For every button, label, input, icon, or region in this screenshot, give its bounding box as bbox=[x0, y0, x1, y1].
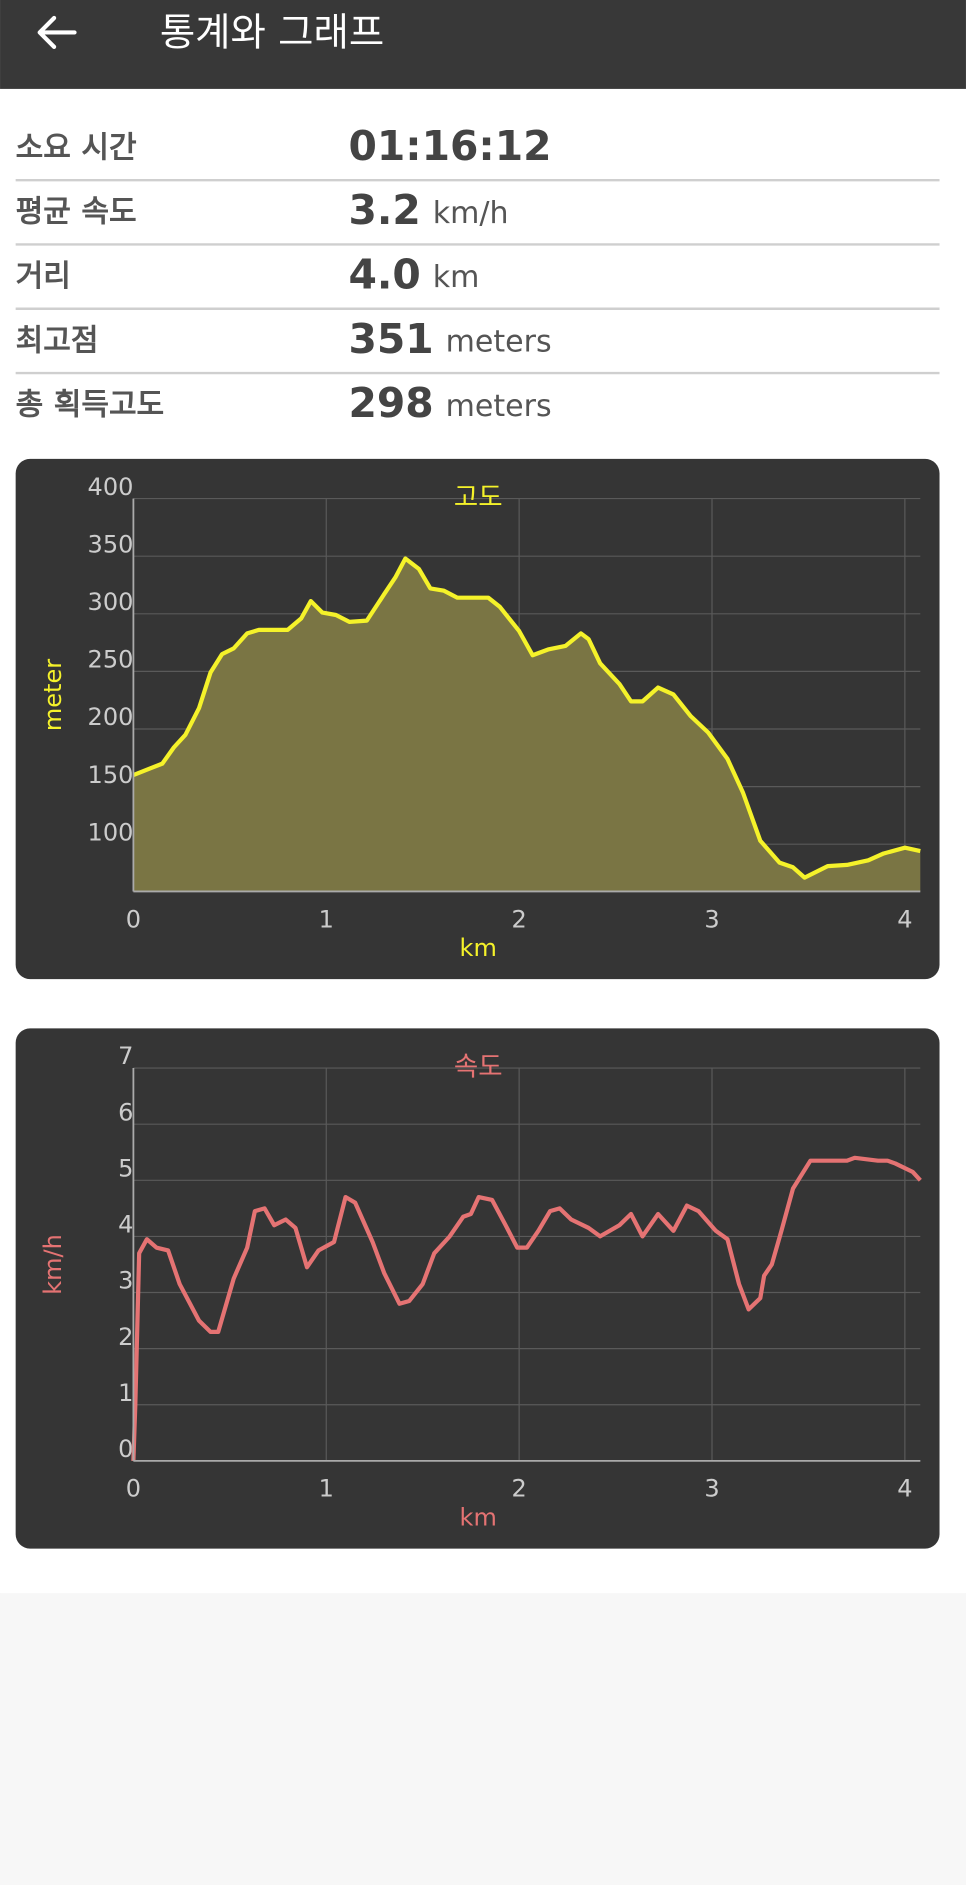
x-tick-label: 2 bbox=[511, 1475, 526, 1503]
y-axis-label: km/h bbox=[39, 1234, 67, 1295]
stat-label: 소요 시간 bbox=[16, 130, 137, 165]
back-button[interactable] bbox=[37, 15, 77, 49]
y-tick-label: 100 bbox=[88, 818, 134, 846]
app-title: 통계와 그래프 bbox=[160, 10, 384, 55]
y-tick-label: 6 bbox=[118, 1098, 133, 1126]
chart-panel bbox=[15, 1028, 940, 1549]
y-tick-label: 5 bbox=[118, 1154, 133, 1182]
stat-label: 최고점 bbox=[16, 323, 99, 358]
stat-label: 거리 bbox=[16, 259, 71, 294]
y-tick-label: 0 bbox=[118, 1435, 133, 1463]
stat-unit: km bbox=[433, 260, 480, 295]
x-axis-label: km bbox=[460, 1504, 497, 1532]
stat-value: 298 bbox=[348, 379, 433, 427]
y-tick-label: 400 bbox=[88, 473, 134, 501]
area-fill bbox=[133, 558, 921, 892]
y-tick-label: 200 bbox=[88, 703, 134, 731]
y-tick-label: 3 bbox=[118, 1267, 133, 1295]
x-tick-label: 3 bbox=[704, 1475, 719, 1503]
y-axis-label: meter bbox=[39, 659, 67, 731]
x-tick-label: 1 bbox=[319, 905, 334, 933]
chart-title: 속도 bbox=[454, 1052, 503, 1083]
y-tick-label: 2 bbox=[118, 1323, 133, 1351]
y-tick-label: 250 bbox=[88, 646, 134, 674]
line bbox=[131, 1155, 922, 1461]
x-tick-label: 3 bbox=[704, 905, 719, 933]
x-tick-label: 4 bbox=[897, 905, 912, 933]
y-tick-label: 300 bbox=[88, 588, 134, 616]
y-tick-label: 4 bbox=[118, 1211, 133, 1239]
stat-value: 351 bbox=[348, 315, 433, 363]
stat-value: 4.0 bbox=[348, 251, 420, 299]
x-tick-label: 4 bbox=[897, 1475, 912, 1503]
x-axis-label: km bbox=[460, 934, 497, 962]
stat-value: 3.2 bbox=[348, 186, 420, 234]
stat-value: 01:16:12 bbox=[348, 122, 551, 170]
y-tick-label: 7 bbox=[118, 1042, 133, 1070]
x-tick-label: 1 bbox=[319, 1475, 334, 1503]
x-tick-label: 0 bbox=[126, 1475, 141, 1503]
y-tick-label: 350 bbox=[88, 530, 134, 558]
stat-unit: meters bbox=[446, 389, 552, 424]
y-tick-label: 150 bbox=[88, 761, 134, 789]
stat-label: 평균 속도 bbox=[16, 195, 137, 230]
app-bar bbox=[0, 0, 966, 89]
y-tick-label: 1 bbox=[118, 1379, 133, 1407]
x-tick-label: 2 bbox=[511, 905, 526, 933]
stat-unit: km/h bbox=[433, 196, 509, 231]
stat-unit: meters bbox=[446, 325, 552, 360]
line bbox=[132, 556, 921, 880]
x-tick-label: 0 bbox=[126, 905, 141, 933]
stat-label: 총 획득고도 bbox=[16, 388, 165, 423]
chart-title: 고도 bbox=[454, 482, 503, 513]
